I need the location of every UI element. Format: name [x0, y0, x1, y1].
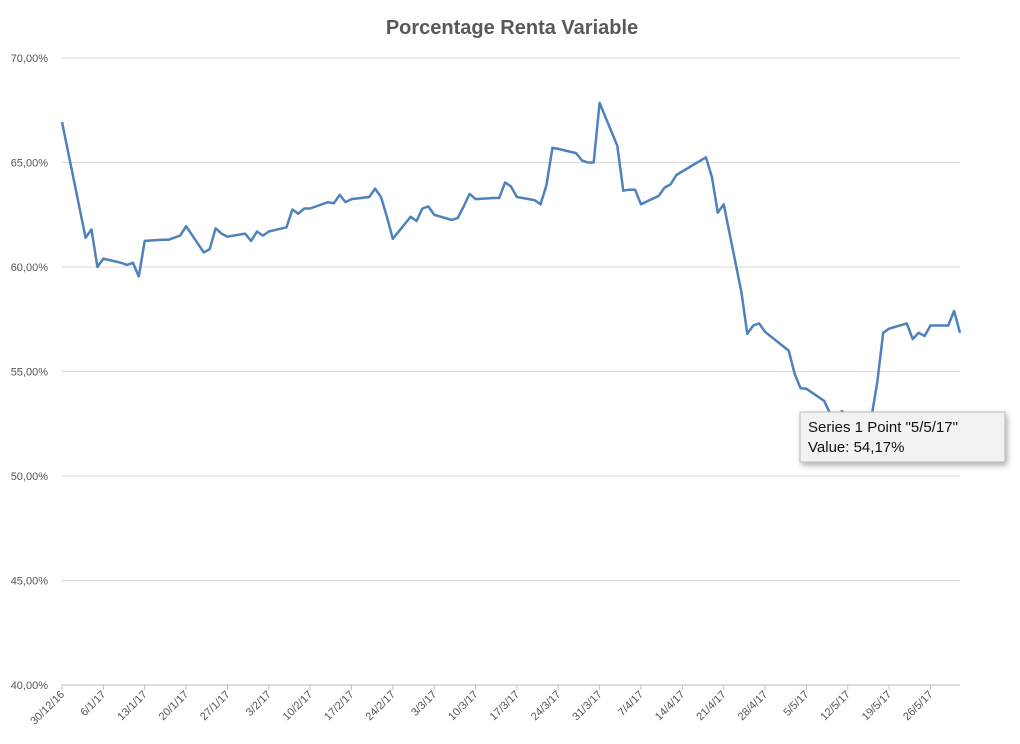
x-tick-label: 26/5/17 [901, 689, 935, 723]
x-tick-label: 3/2/17 [244, 689, 274, 719]
tooltip-text: Series 1 Point "5/5/17" [808, 419, 958, 436]
x-tick-label: 14/4/17 [653, 689, 687, 723]
x-tick-label: 5/5/17 [781, 689, 811, 719]
tooltip-box [799, 411, 1006, 463]
x-tick-label: 17/2/17 [322, 689, 356, 723]
x-tick-label: 30/12/16 [28, 689, 67, 728]
x-tick-label: 10/2/17 [281, 689, 315, 723]
x-tick-label: 20/1/17 [157, 689, 191, 723]
y-tick-label: 40,00% [11, 680, 49, 692]
x-tick-label: 13/1/17 [115, 689, 149, 723]
chart-title: Porcentage Renta Variable [386, 17, 638, 39]
x-tick-label: 3/3/17 [409, 689, 439, 719]
y-tick-label: 65,00% [11, 158, 49, 170]
x-tick-label: 21/4/17 [694, 689, 728, 723]
x-tick-label: 10/3/17 [446, 689, 480, 723]
y-tick-label: 50,00% [11, 471, 49, 483]
x-tick-label: 24/2/17 [364, 689, 398, 723]
y-tick-label: 70,00% [11, 53, 49, 65]
x-tick-label: 24/3/17 [529, 689, 563, 723]
x-tick-label: 28/4/17 [736, 689, 770, 723]
y-tick-label: 60,00% [11, 262, 49, 274]
x-tick-label: 27/1/17 [198, 689, 232, 723]
tooltip: Series 1 Point "5/5/17" Value: 54,17% [799, 411, 1006, 463]
x-tick-label: 19/5/17 [860, 689, 894, 723]
x-tick-label: 7/4/17 [616, 689, 646, 719]
x-tick-label: 6/1/17 [78, 689, 108, 719]
y-tick-label: 55,00% [11, 367, 49, 379]
y-tick-label: 45,00% [11, 576, 49, 588]
x-tick-label: 31/3/17 [570, 689, 604, 723]
tooltip-text: Value: 54,17% [808, 439, 904, 456]
x-tick-label: 12/5/17 [818, 689, 852, 723]
x-tick-label: 17/3/17 [488, 689, 522, 723]
data-line [60, 101, 962, 426]
